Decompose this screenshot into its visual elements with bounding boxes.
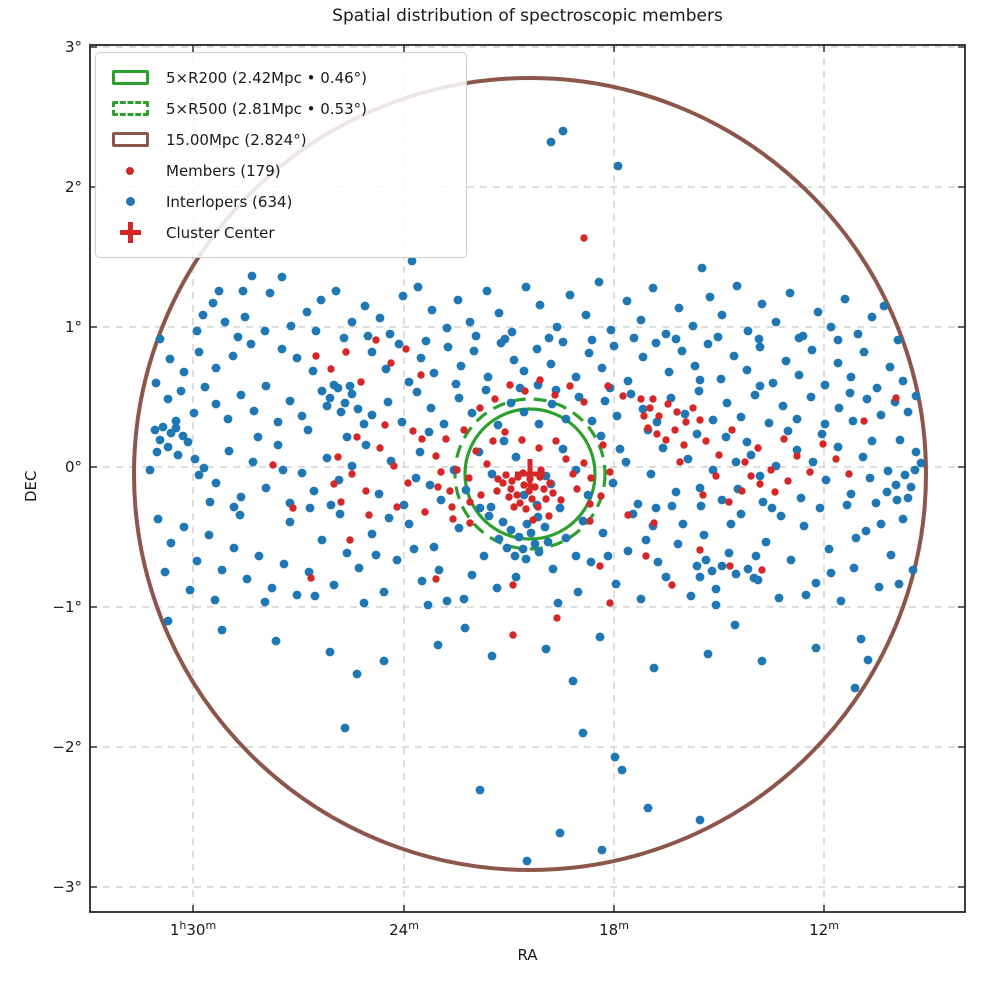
legend-item-r500: 5×R500 (2.81Mpc • 0.53°) <box>108 93 454 124</box>
svg-text:18m: 18m <box>599 919 629 939</box>
legend-label-interlopers: Interlopers (634) <box>166 192 293 211</box>
legend-item-cluster-center: Cluster Center <box>108 217 454 248</box>
legend-label-r500: 5×R500 (2.81Mpc • 0.53°) <box>166 99 368 118</box>
svg-text:−1°: −1° <box>52 598 82 616</box>
outer-circle-swatch-icon <box>108 132 152 147</box>
legend-label-15mpc: 15.00Mpc (2.824°) <box>166 130 307 149</box>
legend-item-15mpc: 15.00Mpc (2.824°) <box>108 124 454 155</box>
y-axis-label: DEC <box>22 470 40 502</box>
legend-label-r200: 5×R200 (2.42Mpc • 0.46°) <box>166 68 368 87</box>
members-dot-icon <box>108 166 152 175</box>
svg-text:24m: 24m <box>389 919 419 939</box>
x-axis-label: RA <box>517 946 538 964</box>
legend-item-members: Members (179) <box>108 155 454 186</box>
legend-label-members: Members (179) <box>166 161 281 180</box>
svg-text:2°: 2° <box>65 178 82 196</box>
svg-text:0°: 0° <box>65 458 82 476</box>
legend-label-cluster-center: Cluster Center <box>166 223 275 242</box>
chart-title: Spatial distribution of spectroscopic me… <box>332 6 723 26</box>
legend-item-interlopers: Interlopers (634) <box>108 186 454 217</box>
r200-circle-swatch-icon <box>108 70 152 85</box>
svg-text:1°: 1° <box>65 318 82 336</box>
svg-text:−2°: −2° <box>52 738 82 756</box>
legend-item-r200: 5×R200 (2.42Mpc • 0.46°) <box>108 62 454 93</box>
svg-text:−3°: −3° <box>52 878 82 896</box>
cluster-center-plus-icon <box>108 222 152 243</box>
svg-text:12m: 12m <box>809 919 839 939</box>
svg-text:3°: 3° <box>65 38 82 56</box>
r500-dashed-circle-swatch-icon <box>108 101 152 116</box>
svg-text:1h30m: 1h30m <box>170 919 216 939</box>
interlopers-dot-icon <box>108 197 152 206</box>
legend: 5×R200 (2.42Mpc • 0.46°) 5×R500 (2.81Mpc… <box>95 52 467 258</box>
